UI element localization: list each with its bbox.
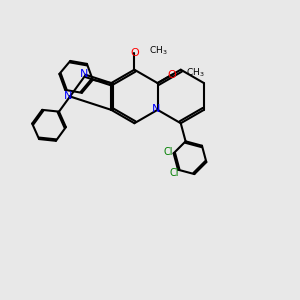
Text: Cl: Cl: [169, 169, 179, 178]
Text: CH$_3$: CH$_3$: [186, 67, 204, 79]
Text: N: N: [64, 91, 72, 101]
Text: Cl: Cl: [164, 147, 173, 157]
Text: CH$_3$: CH$_3$: [149, 45, 167, 57]
Text: N: N: [152, 104, 160, 114]
Text: O: O: [168, 70, 177, 80]
Text: N: N: [80, 69, 88, 80]
Text: O: O: [130, 48, 139, 58]
